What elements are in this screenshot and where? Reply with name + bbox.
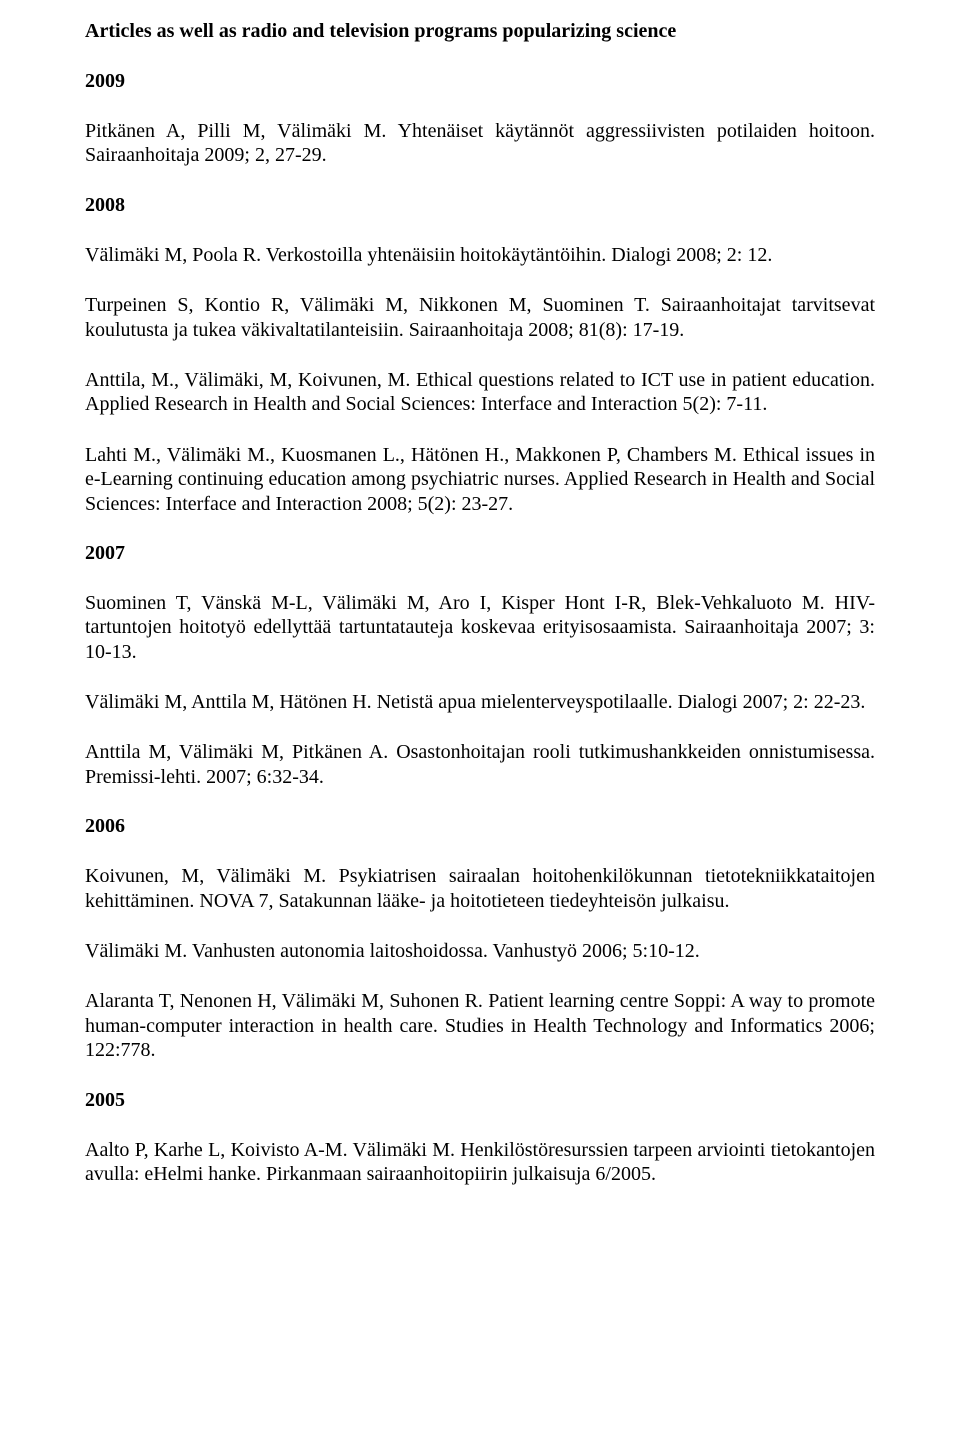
article-entry: Alaranta T, Nenonen H, Välimäki M, Suhon…	[85, 989, 875, 1062]
year-heading: 2009	[85, 70, 875, 93]
year-heading: 2006	[85, 815, 875, 838]
year-heading: 2007	[85, 542, 875, 565]
article-entry: Pitkänen A, Pilli M, Välimäki M. Yhtenäi…	[85, 119, 875, 168]
article-entry: Turpeinen S, Kontio R, Välimäki M, Nikko…	[85, 293, 875, 342]
year-heading: 2008	[85, 194, 875, 217]
article-entry: Välimäki M, Anttila M, Hätönen H. Netist…	[85, 690, 875, 714]
year-heading: 2005	[85, 1089, 875, 1112]
document-page: Articles as well as radio and television…	[0, 0, 960, 1226]
page-title: Articles as well as radio and television…	[85, 18, 875, 44]
article-entry: Anttila M, Välimäki M, Pitkänen A. Osast…	[85, 740, 875, 789]
article-entry: Koivunen, M, Välimäki M. Psykiatrisen sa…	[85, 864, 875, 913]
article-entry: Lahti M., Välimäki M., Kuosmanen L., Hät…	[85, 443, 875, 516]
article-entry: Suominen T, Vänskä M-L, Välimäki M, Aro …	[85, 591, 875, 664]
article-entry: Välimäki M, Poola R. Verkostoilla yhtenä…	[85, 243, 875, 267]
article-entry: Välimäki M. Vanhusten autonomia laitosho…	[85, 939, 875, 963]
article-entry: Anttila, M., Välimäki, M, Koivunen, M. E…	[85, 368, 875, 417]
article-entry: Aalto P, Karhe L, Koivisto A-M. Välimäki…	[85, 1138, 875, 1187]
